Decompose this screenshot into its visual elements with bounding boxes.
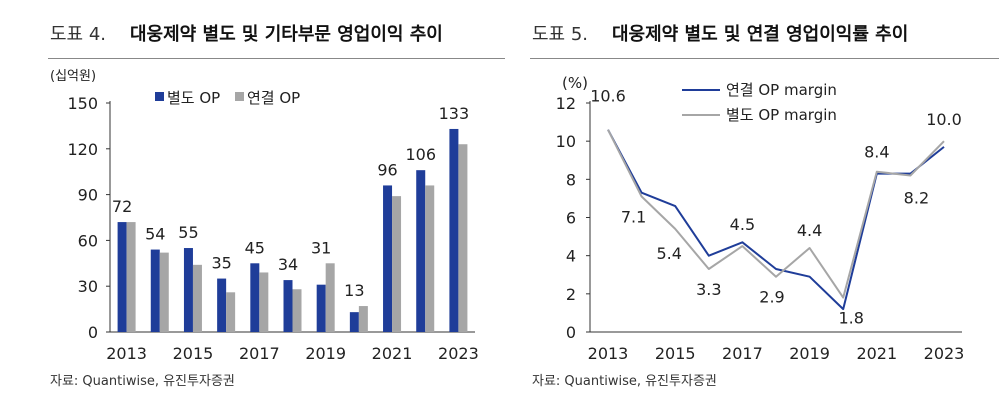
- y-tick-label: 8: [566, 170, 576, 189]
- bar-standalone-2021: [383, 185, 393, 332]
- panel-standalone-op: 도표 4. 대웅제약 별도 및 기타부문 영업이익 추이 (십억원) 0 30 60 9…: [0, 14, 505, 389]
- y-tick-label: 12: [556, 94, 576, 113]
- y-tick-label: 10: [556, 132, 576, 151]
- data-label-2018: 2.9: [759, 288, 784, 307]
- series-line-standalone-margin: [607, 129, 945, 299]
- data-label-2023: 133: [439, 104, 470, 123]
- data-label-2018: 34: [278, 255, 298, 274]
- bar-standalone-2023: [449, 128, 459, 332]
- data-label-2022: 8.2: [904, 189, 929, 208]
- figure-header: 도표 4. 대웅제약 별도 및 기타부문 영업이익 추이: [0, 14, 505, 59]
- data-label-2020: 13: [344, 281, 364, 300]
- bar-consolidated-2017: [259, 272, 269, 332]
- data-label-2016: 35: [211, 254, 231, 273]
- x-tick-label: 2019: [305, 344, 346, 363]
- legend-label-consolidated: 연결 OP: [247, 89, 300, 107]
- bar-consolidated-2023: [458, 144, 468, 332]
- x-tick-label: 2013: [588, 344, 629, 363]
- data-label-2016: 3.3: [696, 280, 721, 299]
- y-tick-label: 0: [566, 323, 576, 342]
- y-axis-unit-label: (십억원): [50, 69, 96, 84]
- x-tick-label: 2013: [106, 344, 147, 363]
- bar-consolidated-2018: [292, 289, 302, 332]
- y-tick-label: 150: [67, 94, 98, 113]
- bar-standalone-2015: [183, 248, 193, 332]
- figure-title: 대웅제약 별도 및 기타부문 영업이익 추이: [130, 24, 443, 45]
- y-tick-label: 30: [78, 277, 98, 296]
- y-tick-label: 120: [67, 140, 98, 159]
- bar-standalone-2018: [283, 280, 293, 332]
- title-divider: [48, 58, 505, 59]
- bar-standalone-2020: [349, 312, 359, 332]
- series-line-consolidated-margin: [607, 129, 945, 311]
- y-tick-label: 4: [566, 247, 576, 266]
- bar-consolidated-2013: [126, 222, 136, 332]
- bar-consolidated-2015: [192, 264, 202, 332]
- figure-number: 도표 4.: [50, 24, 107, 45]
- legend-label-standalone: 별도 OP margin: [726, 106, 837, 124]
- y-tick-label: 0: [88, 323, 98, 342]
- bar-standalone-2019: [316, 284, 326, 332]
- figure-number: 도표 5.: [532, 24, 589, 45]
- source-note: 자료: Quantiwise, 유진투자증권: [50, 374, 235, 389]
- x-tick-label: 2015: [173, 344, 214, 363]
- data-label-2023: 10.0: [926, 110, 962, 129]
- y-tick-label: 2: [566, 285, 576, 304]
- x-tick-label: 2023: [438, 344, 479, 363]
- y-axis-unit-label: (%): [562, 74, 588, 92]
- data-label-2013: 10.6: [590, 87, 626, 106]
- data-label-2015: 55: [178, 223, 198, 242]
- bar-standalone-2014: [150, 249, 160, 332]
- legend-swatch-standalone: [155, 92, 164, 101]
- bar-consolidated-2021: [392, 196, 402, 332]
- x-tick-label: 2021: [372, 344, 413, 363]
- x-tick-label: 2023: [924, 344, 965, 363]
- line-chart: (%) 0 2 4 6 8 10 12 2013 2015 2017 2019 2021 2023 10.6…: [556, 74, 965, 363]
- data-label-2019: 31: [311, 238, 331, 257]
- y-tick-label: 60: [78, 231, 98, 250]
- x-tick-label: 2017: [722, 344, 763, 363]
- bar-consolidated-2020: [358, 306, 368, 332]
- source-note: 자료: Quantiwise, 유진투자증권: [532, 374, 717, 389]
- data-label-2017: 45: [245, 238, 265, 257]
- bar-chart: (십억원) 0 30 60 90 120 150 72 54 55 35 45 34 31 13 96 106 1…: [50, 69, 479, 363]
- x-tick-label: 2015: [655, 344, 696, 363]
- x-tick-label: 2019: [789, 344, 830, 363]
- x-tick-label: 2021: [856, 344, 897, 363]
- data-label-2021: 8.4: [864, 143, 889, 162]
- data-label-2014: 54: [145, 225, 165, 244]
- bar-standalone-2013: [117, 222, 127, 332]
- bar-standalone-2017: [250, 263, 260, 332]
- figure-title: 대웅제약 별도 및 연결 영업이익률 추이: [612, 24, 909, 45]
- data-label-2017: 4.5: [730, 215, 755, 234]
- data-label-2014: 7.1: [621, 208, 646, 227]
- data-label-2020: 1.8: [838, 309, 863, 328]
- legend-label-consolidated: 연결 OP margin: [726, 81, 837, 99]
- y-tick-label: 90: [78, 186, 98, 205]
- data-label-2022: 106: [405, 145, 436, 164]
- data-label-2015: 5.4: [656, 244, 681, 263]
- panel-op-margin: 도표 5. 대웅제약 별도 및 연결 영업이익률 추이 (%) 0 2 4 6 8 10 12…: [520, 0, 1007, 414]
- bar-consolidated-2014: [159, 252, 169, 332]
- legend-swatch-consolidated: [235, 92, 244, 101]
- bar-consolidated-2016: [226, 292, 236, 332]
- data-label-2013: 72: [112, 197, 132, 216]
- figure-header: 도표 5. 대웅제약 별도 및 연결 영업이익률 추이: [520, 14, 1007, 59]
- y-tick-label: 6: [566, 209, 576, 228]
- title-divider: [530, 58, 999, 59]
- bar-standalone-2016: [217, 278, 227, 332]
- x-tick-label: 2017: [239, 344, 280, 363]
- data-label-2019: 4.4: [797, 221, 822, 240]
- bar-standalone-2022: [416, 170, 426, 332]
- data-label-2021: 96: [377, 160, 397, 179]
- bar-consolidated-2022: [425, 185, 435, 332]
- legend-label-standalone: 별도 OP: [167, 89, 220, 107]
- bar-consolidated-2019: [325, 263, 335, 332]
